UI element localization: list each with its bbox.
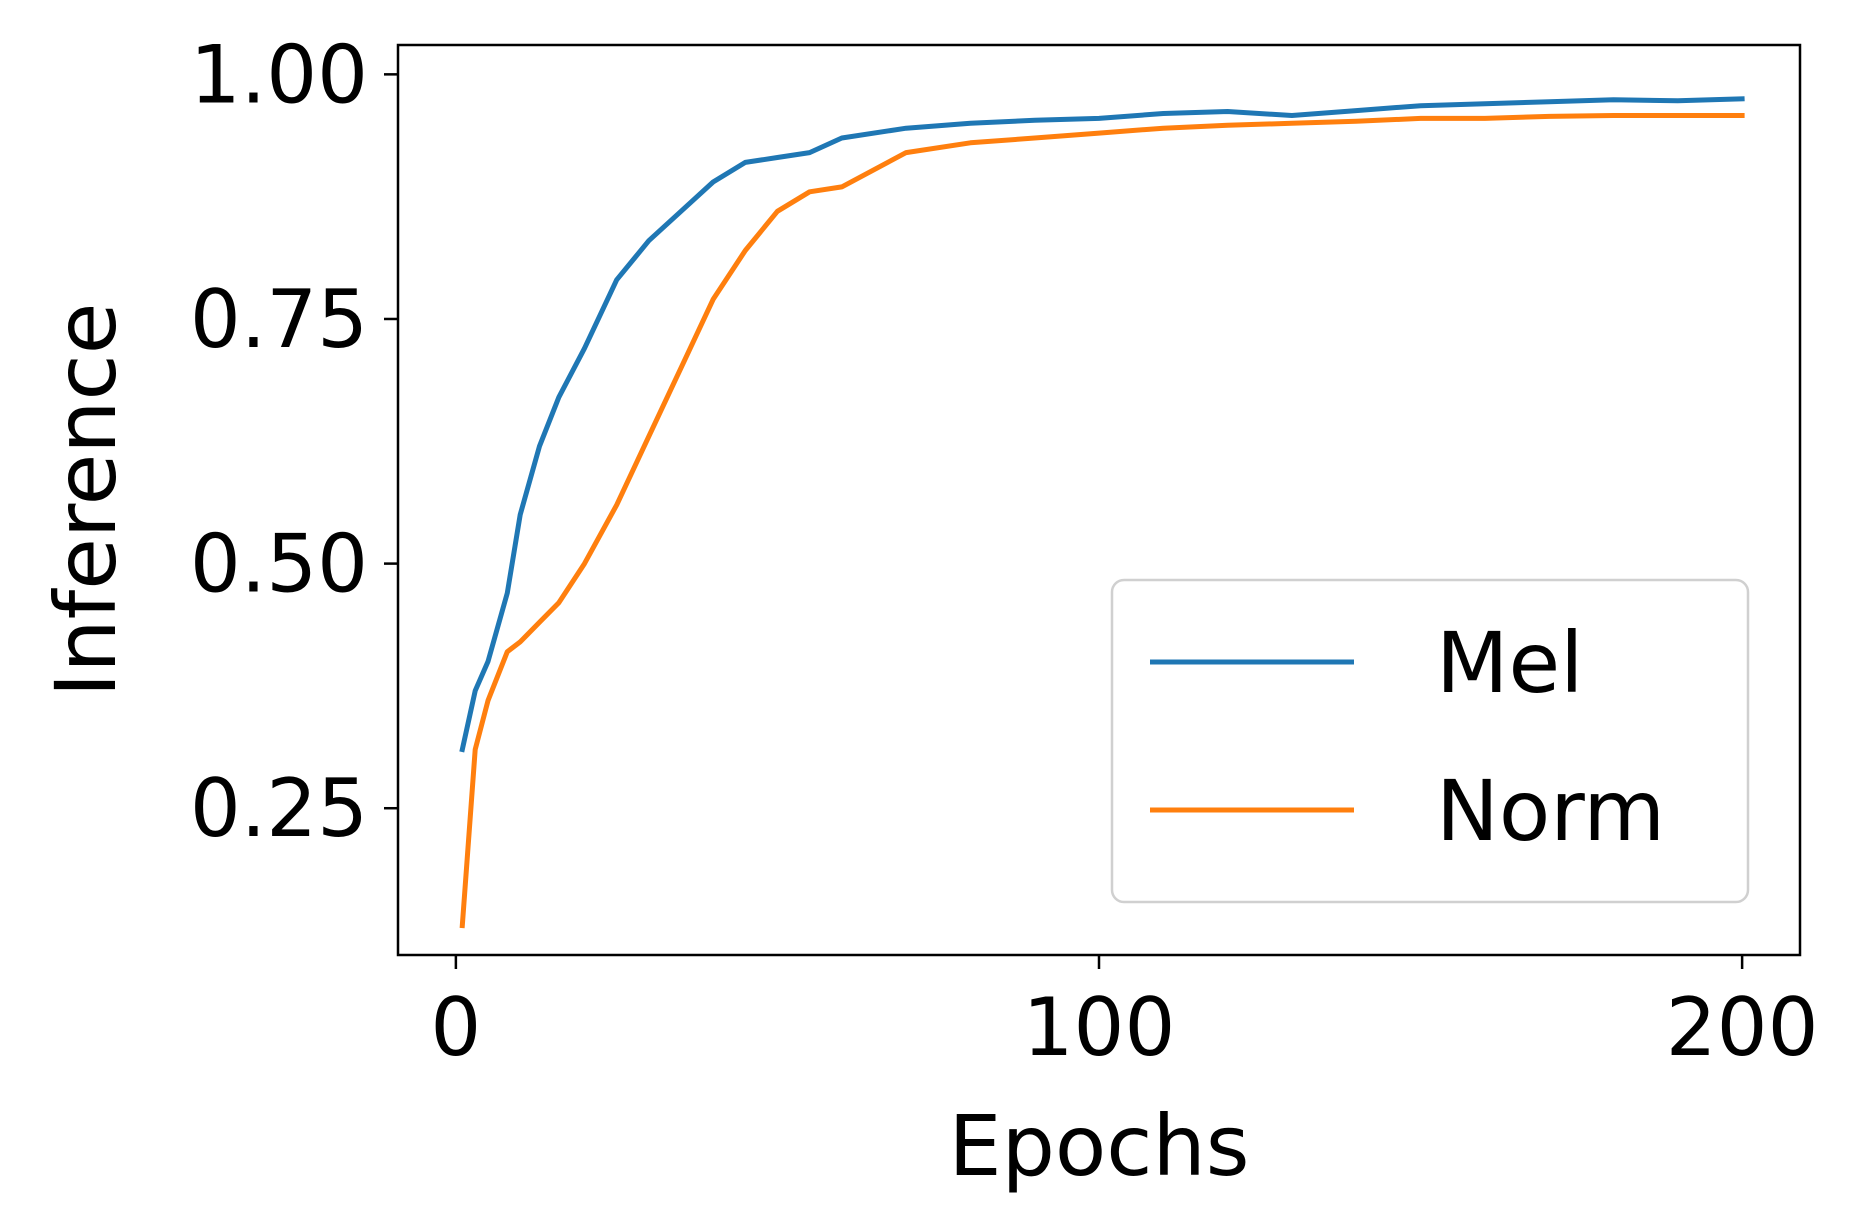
legend: Mel Norm	[1110, 578, 1750, 904]
series-line-mel	[459, 96, 1745, 753]
x-axis: 0 100 200	[430, 955, 1818, 1074]
y-tick-label: 1.00	[190, 28, 368, 121]
series-line-norm	[459, 113, 1745, 929]
y-axis-label: Inference	[37, 303, 135, 698]
x-tick-label: 0	[430, 981, 481, 1074]
series-layer	[459, 96, 1745, 929]
legend-label-norm: Norm	[1436, 762, 1665, 860]
legend-label-mel: Mel	[1436, 614, 1584, 712]
y-tick-label: 0.25	[190, 762, 368, 855]
y-axis: 0.25 0.50 0.75 1.00	[190, 28, 398, 855]
x-tick-label: 200	[1666, 981, 1819, 1074]
x-tick-label: 100	[1023, 981, 1176, 1074]
y-tick-label: 0.50	[190, 518, 368, 611]
x-axis-label: Epochs	[949, 1097, 1250, 1195]
y-tick-label: 0.75	[190, 273, 368, 366]
